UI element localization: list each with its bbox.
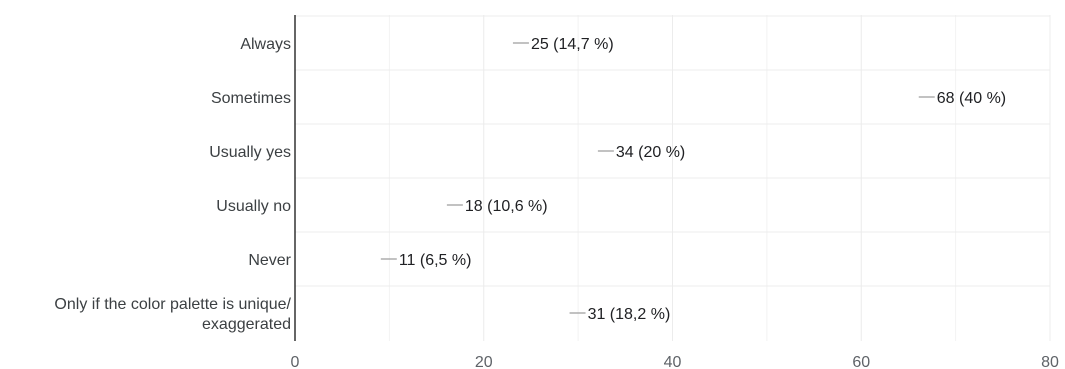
- category-label-line: Only if the color palette is unique/: [54, 296, 291, 313]
- category-label-line: Usually no: [216, 198, 291, 215]
- data-label: 18 (10,6 %): [465, 198, 548, 215]
- category-label: Never: [248, 252, 291, 269]
- category-label: Always: [240, 36, 291, 53]
- data-label: 31 (18,2 %): [588, 306, 671, 323]
- category-label: Sometimes: [211, 90, 291, 107]
- x-tick-label: 0: [291, 354, 300, 369]
- data-label: 34 (20 %): [616, 144, 685, 161]
- category-label-line: Usually yes: [209, 144, 291, 161]
- x-tick-labels: 0 20 40 60 80: [291, 354, 1059, 369]
- category-label-line: Sometimes: [211, 90, 291, 107]
- category-label-line: Always: [240, 36, 291, 53]
- data-label: 68 (40 %): [937, 90, 1006, 107]
- x-tick-label: 80: [1041, 354, 1059, 369]
- data-marks: 25 (14,7 %) 68 (40 %) 34 (20 %) 18 (10,6 %)…: [380, 36, 1006, 323]
- x-tick-label: 60: [852, 354, 870, 369]
- category-label: Usually yes: [209, 144, 291, 161]
- x-tick-label: 20: [475, 354, 493, 369]
- category-label: Only if the color palette is unique/exag…: [54, 296, 291, 333]
- category-label-line: Never: [248, 252, 291, 269]
- category-label: Usually no: [216, 198, 291, 215]
- category-label-line: exaggerated: [202, 316, 291, 333]
- gridlines: [295, 15, 1051, 341]
- x-tick-label: 40: [664, 354, 682, 369]
- data-label: 11 (6,5 %): [399, 252, 472, 269]
- data-label: 25 (14,7 %): [531, 36, 614, 53]
- category-labels: Always Sometimes Usually yes Usually no Neve…: [54, 36, 291, 333]
